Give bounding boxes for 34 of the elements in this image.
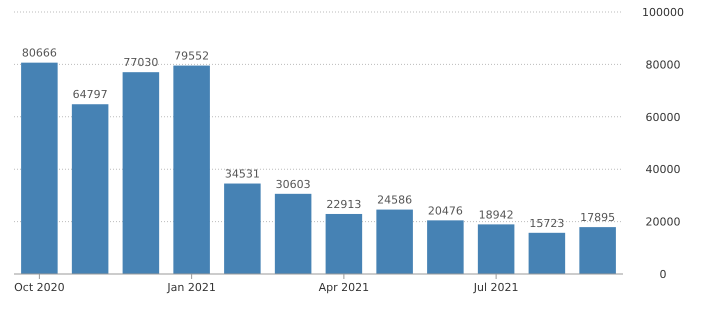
data-label: 18942 [478, 208, 514, 222]
bar [579, 227, 616, 274]
bar [173, 66, 210, 274]
bar [274, 194, 312, 274]
data-label: 30603 [276, 178, 311, 191]
data-label: 20476 [428, 204, 463, 218]
x-tick-label: Oct 2020 [14, 281, 65, 294]
data-label: 80666 [22, 46, 57, 60]
data-label: 79552 [174, 50, 210, 63]
data-label: 15723 [529, 216, 564, 230]
bar [376, 210, 413, 274]
bar [326, 214, 362, 274]
x-tick-label: Jan 2021 [166, 281, 216, 294]
bar [528, 232, 566, 274]
x-tick-label: Apr 2021 [318, 281, 370, 294]
y-tick-label: 0 [660, 268, 666, 281]
data-label: 17895 [580, 211, 616, 224]
x-tick-label: Jul 2021 [472, 281, 519, 294]
data-label: 24586 [377, 194, 412, 207]
y-tick-label: 40000 [646, 163, 680, 176]
bar [478, 224, 514, 274]
data-label: 64797 [72, 88, 108, 102]
y-tick-label: 100000 [642, 6, 684, 19]
bar [427, 220, 464, 274]
bar [72, 104, 108, 274]
y-tick-label: 60000 [646, 110, 680, 124]
bar [122, 72, 160, 274]
bar [224, 184, 261, 274]
y-tick-label: 80000 [646, 58, 680, 72]
bar [21, 62, 58, 274]
y-tick-label: 20000 [646, 216, 680, 229]
data-label: 34531 [224, 168, 260, 181]
data-label: 22913 [326, 198, 362, 211]
data-label: 77030 [123, 56, 158, 70]
